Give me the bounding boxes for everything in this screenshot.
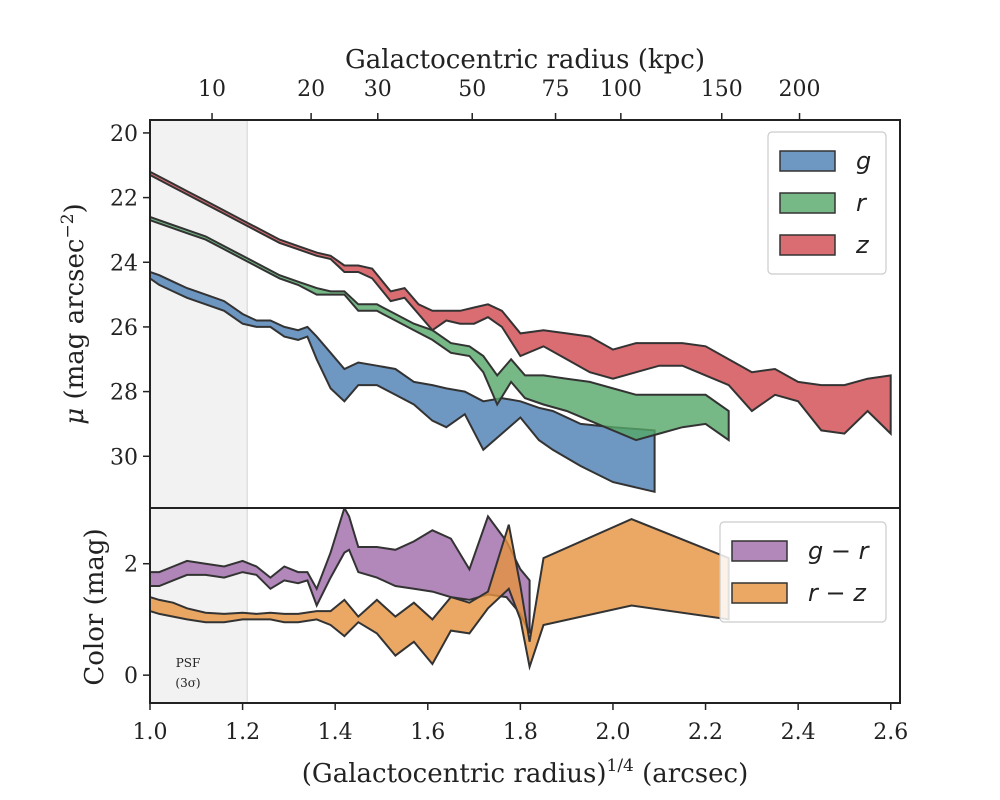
- y-tick-label: 26: [110, 316, 138, 341]
- bottom-legend-swatch: [731, 540, 788, 562]
- bottom-legend-label: r − z: [808, 579, 867, 607]
- axes-frame: [149, 507, 901, 704]
- band-series-0: [150, 508, 531, 634]
- y-tick-label: 22: [110, 187, 138, 212]
- y-tick-label: 28: [110, 381, 138, 406]
- top-legend-label: r: [856, 189, 868, 217]
- top-legend-swatch: [779, 192, 836, 214]
- top-legend-swatch: [779, 150, 836, 172]
- y-tick-label: 20: [110, 122, 138, 147]
- top-legend-swatch: [779, 234, 836, 256]
- bottom-legend-swatch: [731, 582, 788, 604]
- plot-area: [150, 120, 892, 508]
- psf-annotation-line-2: (3σ): [175, 676, 200, 690]
- x-axis-title: (Galactocentric radius)1/4 (arcsec): [302, 756, 748, 789]
- x-tick-label: 1.6: [410, 720, 445, 745]
- band-series-2: [150, 170, 892, 436]
- bottom-y-axis-title: Color (mag): [80, 528, 110, 685]
- top-legend-label: g: [856, 147, 871, 175]
- x-tick-label: 2.0: [595, 720, 630, 745]
- band-series-0: [150, 270, 656, 494]
- top-tick-label: 200: [779, 77, 821, 102]
- y-tick-label: 0: [124, 664, 138, 689]
- top-x-axis-title: Galactocentric radius (kpc): [345, 45, 705, 75]
- top-legend-label: z: [855, 231, 870, 259]
- x-tick-label: 1.8: [503, 720, 538, 745]
- top-tick-label: 100: [600, 77, 642, 102]
- plot-area: [150, 508, 730, 703]
- top-tick-label: 10: [198, 77, 226, 102]
- top-y-axis-title: μ (mag arcsec−2): [58, 203, 90, 424]
- top-tick-label: 20: [297, 77, 325, 102]
- x-tick-label: 2.6: [873, 720, 908, 745]
- surface-brightness-panel: 20 22 24 26 28 30 10 20 30 50 75 100 150 200 grz: [110, 77, 901, 509]
- y-tick-label: 24: [110, 251, 138, 276]
- x-tick-label: 1.0: [133, 720, 168, 745]
- x-tick-label: 2.4: [781, 720, 816, 745]
- x-tick-label: 2.2: [688, 720, 723, 745]
- axis-labels: Galactocentric radius (kpc) μ (mag arcsec…: [58, 45, 748, 789]
- x-tick-label: 1.2: [225, 720, 260, 745]
- bottom-legend-label: g − r: [808, 537, 871, 565]
- top-tick-label: 30: [364, 77, 392, 102]
- x-tick-label: 1.4: [318, 720, 353, 745]
- y-tick-label: 30: [110, 445, 138, 470]
- psf-annotation-line-1: PSF: [176, 656, 201, 670]
- y-tick-label: 2: [124, 553, 138, 578]
- color-panel: 0 2 1.0 1.2 1.4 1.6 1.8 2.0 2.2 2.4 2.6 PSF (3σ) g − …: [124, 507, 908, 745]
- top-tick-label: 75: [542, 77, 570, 102]
- band-series-1: [150, 215, 730, 443]
- top-tick-label: 150: [701, 77, 743, 102]
- top-tick-label: 50: [458, 77, 486, 102]
